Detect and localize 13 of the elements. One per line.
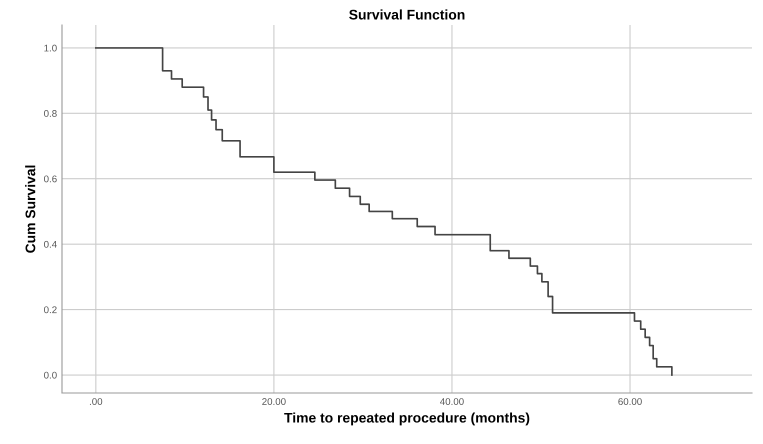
y-axis-title: Cum Survival: [25, 166, 36, 253]
x-tick-label: .00: [90, 398, 102, 405]
y-tick-label: 0.4: [44, 240, 57, 248]
x-tick-label: 60.00: [618, 398, 642, 405]
y-tick-label: 0.0: [44, 372, 57, 379]
x-tick-label: 20.00: [262, 398, 286, 405]
x-axis-title: Time to repeated procedure (months): [284, 412, 530, 426]
y-tick-label: 0.8: [44, 110, 57, 117]
y-tick-label: 0.6: [44, 175, 57, 182]
y-tick-label: 1.0: [44, 44, 57, 52]
x-tick-label: 40.00: [440, 398, 464, 405]
y-tick-label: 0.2: [44, 306, 57, 314]
chart-title: Survival Function: [349, 9, 464, 20]
